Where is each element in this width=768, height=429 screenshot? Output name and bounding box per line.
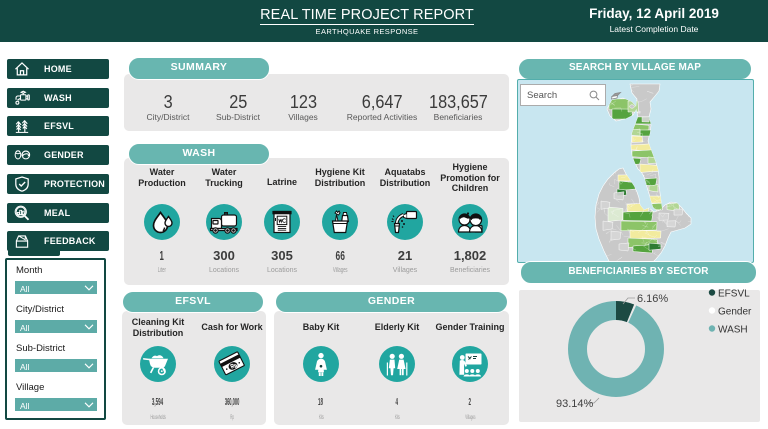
svg-text:WASH: WASH: [718, 325, 748, 336]
svg-text:EFSVL: EFSVL: [718, 289, 750, 300]
svg-text:93.14%: 93.14%: [556, 398, 594, 410]
svg-text:6.16%: 6.16%: [637, 293, 668, 305]
svg-text:Gender: Gender: [718, 307, 752, 318]
